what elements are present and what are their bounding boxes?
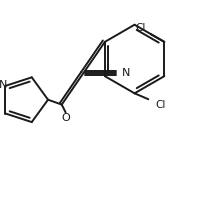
Text: N: N	[0, 80, 8, 90]
Text: N: N	[122, 68, 130, 78]
Text: O: O	[61, 113, 70, 123]
Text: Cl: Cl	[155, 100, 165, 110]
Text: Cl: Cl	[136, 23, 146, 33]
